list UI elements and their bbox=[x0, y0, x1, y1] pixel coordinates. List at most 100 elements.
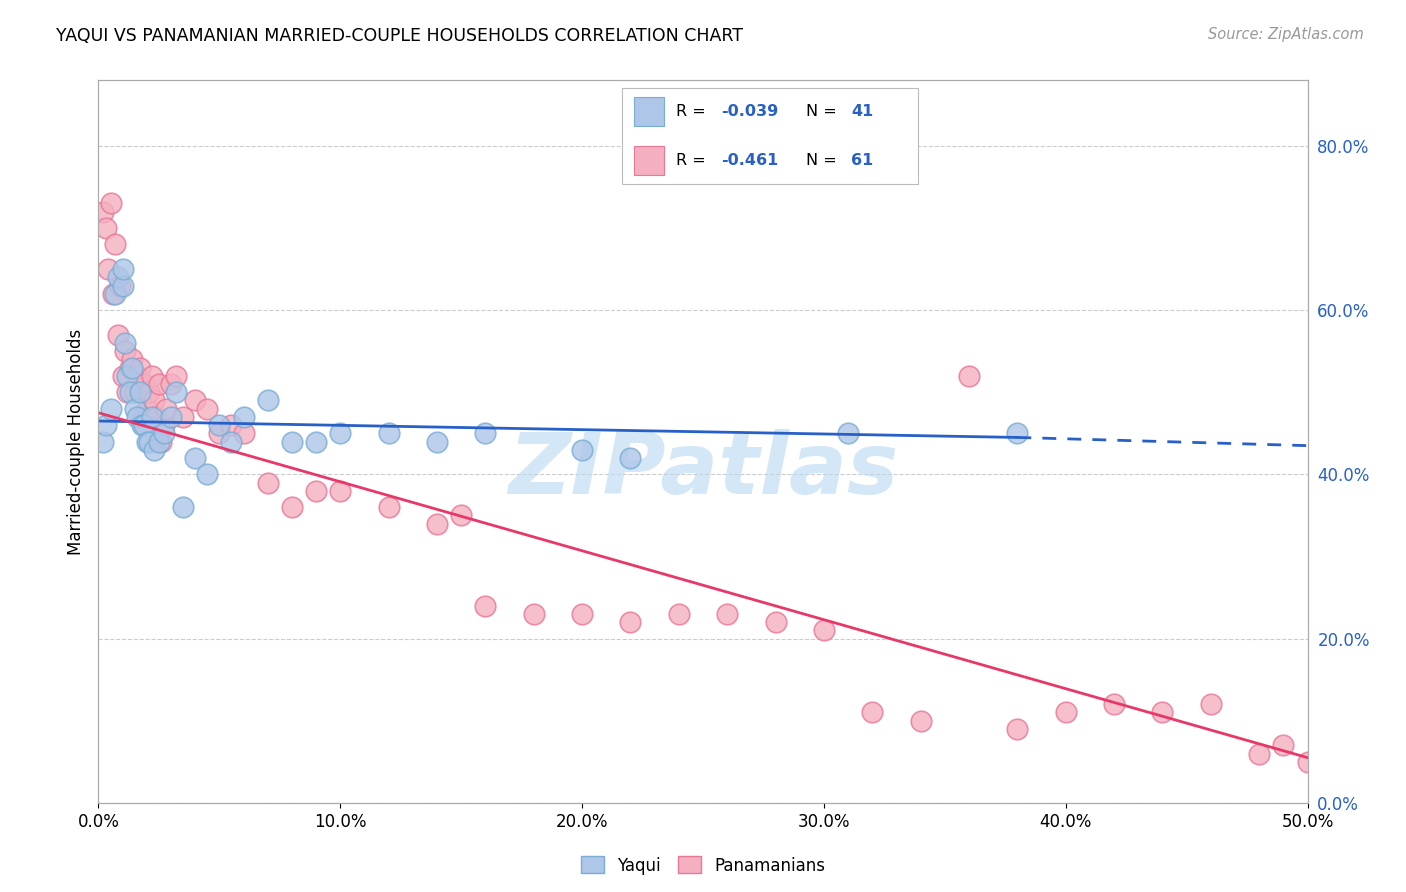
Point bbox=[523, 607, 546, 621]
Point bbox=[107, 327, 129, 342]
Point bbox=[111, 368, 134, 383]
Point bbox=[107, 270, 129, 285]
Point bbox=[127, 368, 149, 383]
Point bbox=[1272, 739, 1295, 753]
Point bbox=[124, 385, 146, 400]
Point bbox=[208, 426, 231, 441]
Text: 41: 41 bbox=[852, 103, 873, 119]
Point bbox=[152, 418, 174, 433]
Point bbox=[765, 615, 787, 630]
Text: N =: N = bbox=[806, 103, 837, 119]
FancyBboxPatch shape bbox=[634, 97, 664, 126]
Point bbox=[118, 360, 141, 375]
Point bbox=[165, 385, 187, 400]
Point bbox=[148, 434, 170, 449]
Point bbox=[121, 360, 143, 375]
FancyBboxPatch shape bbox=[634, 146, 664, 175]
Point bbox=[474, 426, 496, 441]
Point bbox=[208, 418, 231, 433]
Point bbox=[124, 401, 146, 416]
Point bbox=[329, 426, 352, 441]
Text: 61: 61 bbox=[852, 153, 873, 169]
Point bbox=[145, 409, 167, 424]
Point bbox=[91, 434, 114, 449]
Point bbox=[668, 607, 690, 621]
Point bbox=[1249, 747, 1271, 761]
Point bbox=[1102, 698, 1125, 712]
Point bbox=[117, 368, 139, 383]
Point bbox=[152, 426, 174, 441]
Point bbox=[305, 483, 328, 498]
Text: ZIPatlas: ZIPatlas bbox=[508, 429, 898, 512]
Point bbox=[121, 352, 143, 367]
Point bbox=[184, 450, 207, 465]
FancyBboxPatch shape bbox=[621, 87, 918, 185]
Point bbox=[101, 286, 124, 301]
Point bbox=[377, 426, 399, 441]
Point bbox=[135, 434, 157, 449]
Point bbox=[94, 221, 117, 235]
Point bbox=[118, 385, 141, 400]
Point bbox=[426, 434, 449, 449]
Point bbox=[150, 434, 173, 449]
Point bbox=[860, 706, 883, 720]
Text: -0.461: -0.461 bbox=[721, 153, 779, 169]
Point bbox=[619, 615, 641, 630]
Text: YAQUI VS PANAMANIAN MARRIED-COUPLE HOUSEHOLDS CORRELATION CHART: YAQUI VS PANAMANIAN MARRIED-COUPLE HOUSE… bbox=[56, 27, 744, 45]
Text: -0.039: -0.039 bbox=[721, 103, 779, 119]
Point bbox=[131, 409, 153, 424]
Point bbox=[172, 500, 194, 515]
Point bbox=[474, 599, 496, 613]
Point bbox=[94, 418, 117, 433]
Point bbox=[377, 500, 399, 515]
Point bbox=[128, 360, 150, 375]
Point bbox=[148, 377, 170, 392]
Point bbox=[141, 409, 163, 424]
Point bbox=[281, 434, 304, 449]
Point bbox=[143, 393, 166, 408]
Point bbox=[111, 262, 134, 277]
Text: R =: R = bbox=[676, 103, 706, 119]
Point bbox=[184, 393, 207, 408]
Point bbox=[138, 434, 160, 449]
Point bbox=[221, 434, 243, 449]
Point bbox=[91, 204, 114, 219]
Point bbox=[1054, 706, 1077, 720]
Point bbox=[117, 385, 139, 400]
Point bbox=[305, 434, 328, 449]
Point bbox=[131, 418, 153, 433]
Point bbox=[571, 442, 593, 457]
Point bbox=[104, 286, 127, 301]
Point bbox=[221, 418, 243, 433]
Point bbox=[571, 607, 593, 621]
Point bbox=[450, 508, 472, 523]
Point bbox=[426, 516, 449, 531]
Y-axis label: Married-couple Households: Married-couple Households bbox=[66, 328, 84, 555]
Point bbox=[134, 377, 156, 392]
Point bbox=[172, 409, 194, 424]
Point bbox=[813, 624, 835, 638]
Point bbox=[111, 278, 134, 293]
Point bbox=[165, 368, 187, 383]
Point bbox=[100, 401, 122, 416]
Point bbox=[837, 426, 859, 441]
Point bbox=[143, 442, 166, 457]
Point bbox=[108, 278, 131, 293]
Point bbox=[910, 714, 932, 728]
Point bbox=[1007, 426, 1029, 441]
Point bbox=[232, 426, 254, 441]
Text: R =: R = bbox=[676, 153, 706, 169]
Point bbox=[619, 450, 641, 465]
Point bbox=[160, 377, 183, 392]
Point bbox=[195, 467, 218, 482]
Point bbox=[232, 409, 254, 424]
Point bbox=[141, 368, 163, 383]
Point bbox=[1199, 698, 1222, 712]
Point bbox=[195, 401, 218, 416]
Point bbox=[256, 475, 278, 490]
Point bbox=[256, 393, 278, 408]
Point bbox=[1007, 722, 1029, 736]
Point bbox=[1296, 755, 1319, 769]
Point bbox=[138, 385, 160, 400]
Point bbox=[127, 409, 149, 424]
